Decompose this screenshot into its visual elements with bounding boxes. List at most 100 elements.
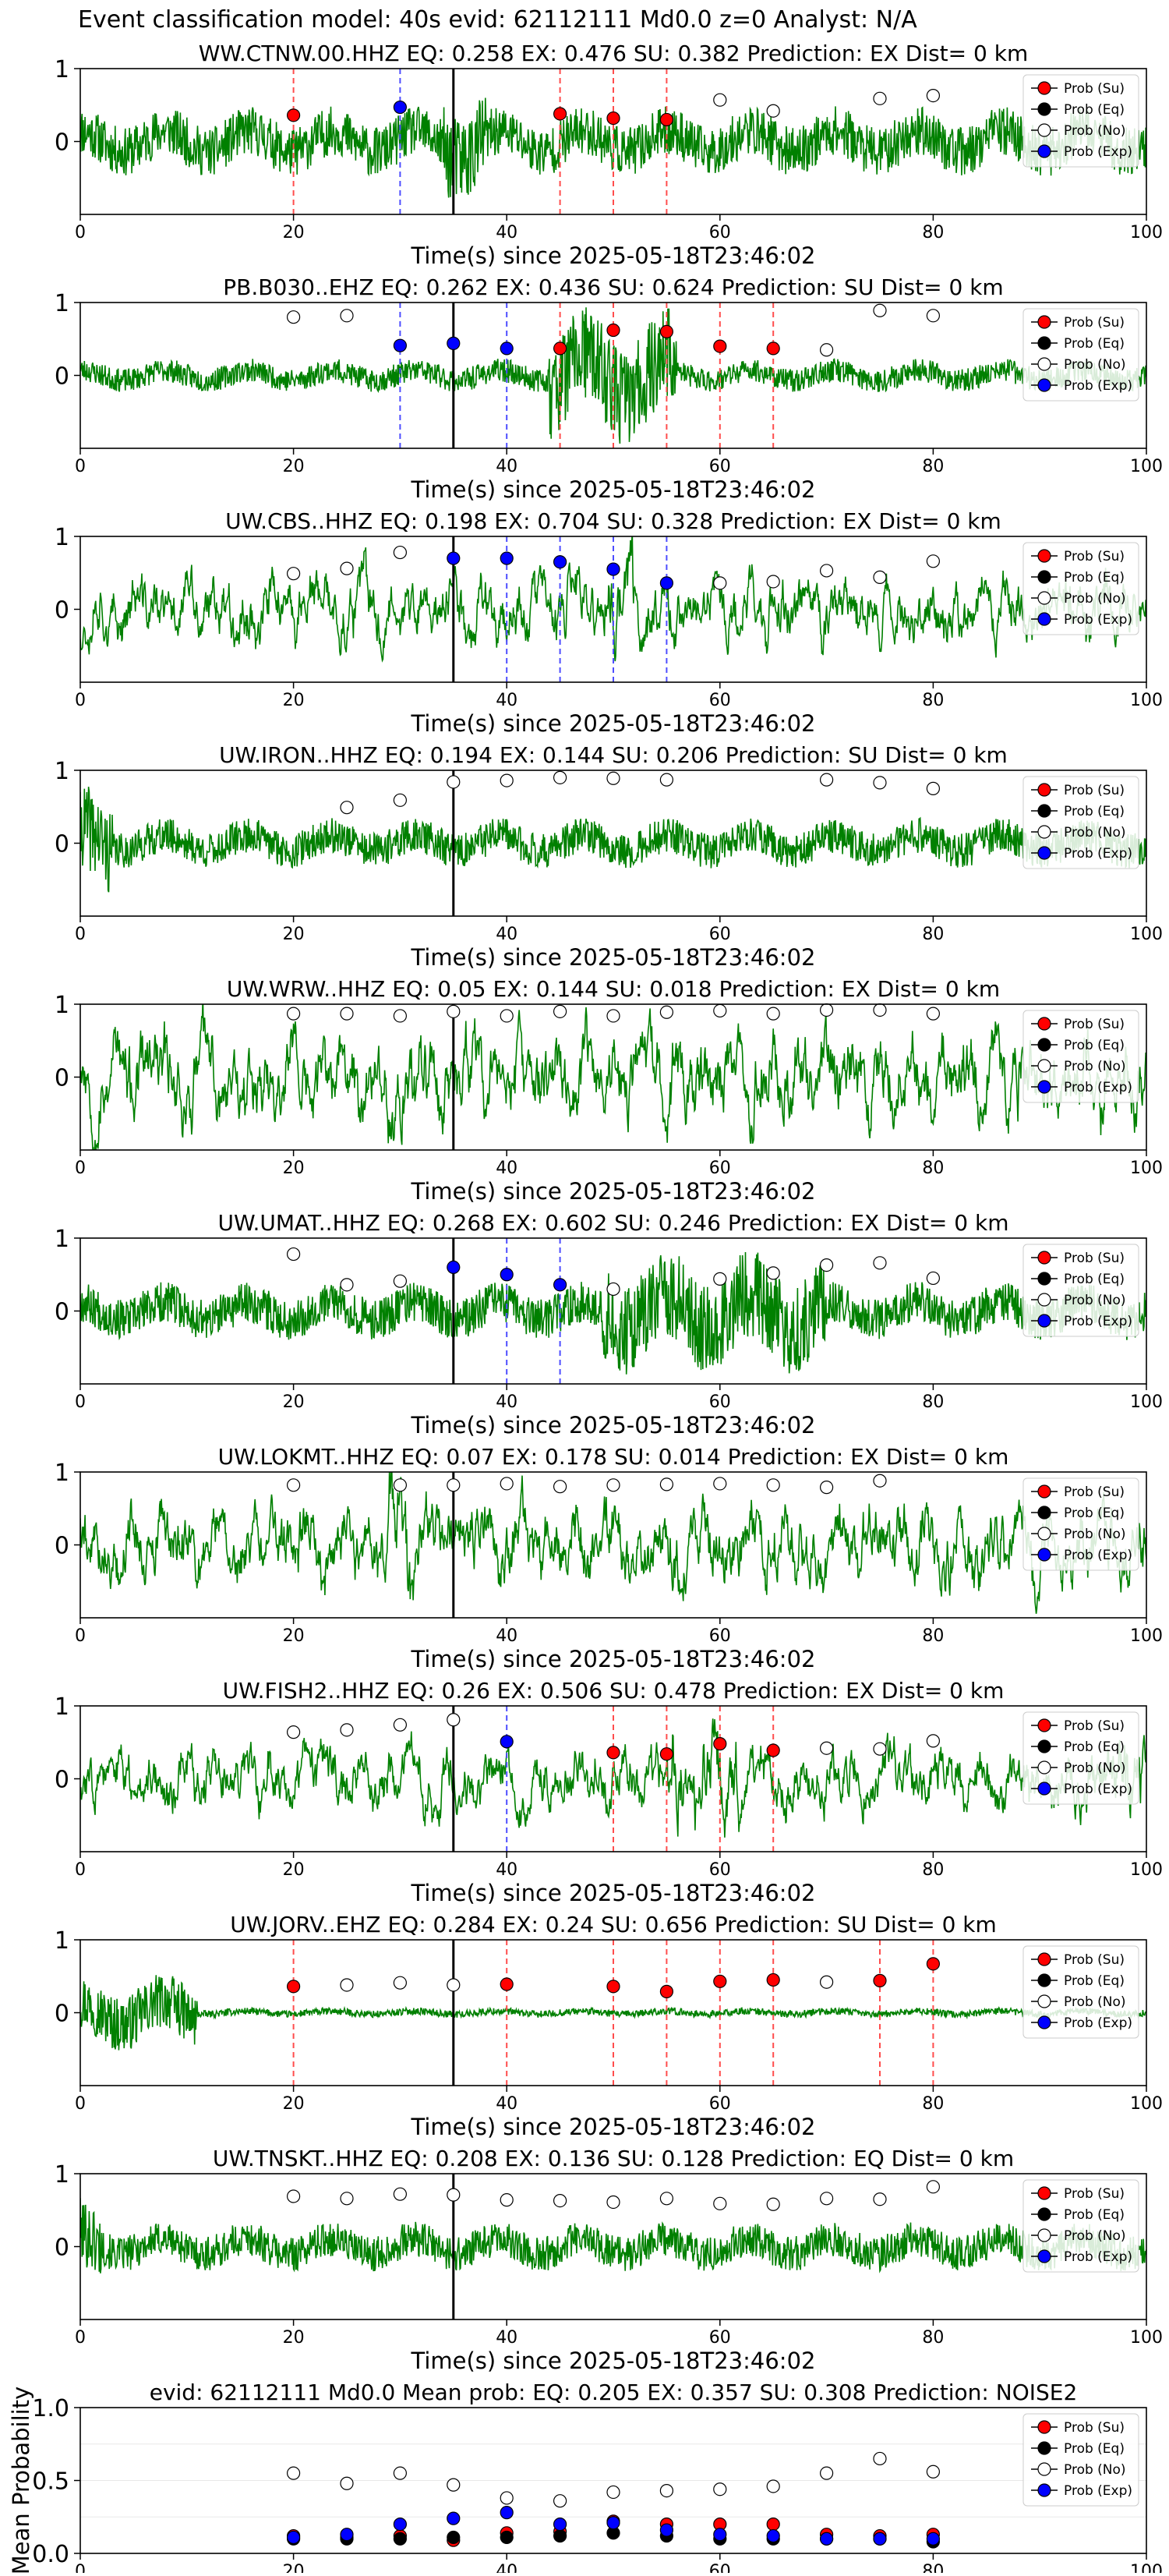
y-tick-label: 0 [55,2235,69,2262]
legend-marker [1037,2186,1051,2200]
legend-label: Prob (Eq) [1064,1973,1125,1989]
y-tick-label: 1.0 [32,2395,69,2422]
prob-point [447,1978,461,1992]
prob-point [500,1268,514,1282]
plot-area [80,303,1146,448]
legend: Prob (Su) Prob (Eq) Prob (No) Prob (Exp) [1022,2179,1139,2273]
legend-label: Prob (Eq) [1064,2207,1125,2223]
legend: Prob (Su) Prob (Eq) Prob (No) Prob (Exp) [1022,1244,1139,1337]
x-tick-label: 0 [75,1860,86,1880]
x-tick-label: 100 [1130,1860,1163,1880]
y-axis-label: Mean Probability [8,2387,34,2573]
x-tick-label: 0 [75,2328,86,2348]
prob-point [553,1480,567,1494]
prob-point [553,107,567,121]
legend-label: Prob (Su) [1064,549,1125,564]
y-tick-label: 0 [55,1299,69,1326]
x-tick-label: 100 [1130,2562,1163,2573]
x-tick-label: 60 [709,1159,731,1178]
prob-point [340,309,354,323]
legend-label: Prob (Su) [1064,783,1125,798]
prob-point [606,1009,620,1023]
legend-label: Prob (Eq) [1064,804,1125,819]
x-tick-label: 80 [922,1860,944,1880]
legend-marker [1037,1484,1051,1499]
legend-label: Prob (No) [1064,357,1126,373]
legend-marker [1037,1080,1051,1094]
legend-box [1022,776,1139,869]
x-tick-label: 0 [75,691,86,710]
y-tick-label: 0.5 [32,2468,69,2496]
prob-point [606,2195,620,2210]
prob-point [606,2516,620,2530]
legend-marker [1037,1952,1051,1966]
prob-point [819,564,834,578]
prob-point [287,310,301,324]
prob-point [659,1984,674,1998]
prob-point [819,773,834,787]
prob-point [926,88,941,103]
prob-point [287,1980,301,1994]
legend-marker [1037,1548,1051,1562]
legend-label: Prob (Exp) [1064,2483,1132,2499]
prob-point [393,1009,408,1023]
prob-point [340,801,354,815]
y-tick-label: 0 [55,831,69,858]
legend-marker [1037,1017,1051,1031]
prob-point [447,1004,461,1018]
prob-point [819,2466,834,2480]
x-tick-label: 0 [75,1159,86,1178]
legend-label: Prob (Su) [1064,1017,1125,1032]
waveform-trace [80,1975,1146,2051]
legend-box [1022,2179,1139,2273]
subplot-title: UW.WRW..HHZ EQ: 0.05 EX: 0.144 SU: 0.018… [227,976,1000,1002]
subplot-1: WW.CTNW.00.HHZ EQ: 0.258 EX: 0.476 SU: 0… [55,41,1163,269]
prob-point [553,1278,567,1292]
legend-label: Prob (Eq) [1064,1038,1125,1053]
prob-point [553,1004,567,1018]
prob-point [447,2478,461,2492]
x-tick-label: 100 [1130,1159,1163,1178]
prob-point [287,1247,301,1261]
y-tick-label: 0.0 [32,2541,69,2568]
legend-label: Prob (Exp) [1064,846,1132,862]
legend-label: Prob (Eq) [1064,102,1125,118]
legend-marker [1037,612,1051,626]
prob-point [340,1723,354,1737]
prob-point [659,2192,674,2206]
prob-point [606,111,620,126]
legend: Prob (Su) Prob (Eq) Prob (No) Prob (Exp) [1022,1711,1139,1805]
x-tick-label: 60 [709,691,731,710]
x-tick-label: 60 [709,1860,731,1880]
legend-marker [1037,2228,1051,2242]
legend-label: Prob (Eq) [1064,1272,1125,1287]
prob-point [873,776,887,790]
legend-marker [1037,315,1051,329]
prob-point [713,1974,727,1988]
prob-point [287,567,301,581]
x-tick-label: 40 [496,2094,517,2114]
prob-point [926,1271,941,1286]
prob-point [659,1747,674,1761]
subplot-title: UW.TNSKT..HHZ EQ: 0.208 EX: 0.136 SU: 0.… [213,2146,1014,2171]
subplot-title: UW.FISH2..HHZ EQ: 0.26 EX: 0.506 SU: 0.4… [223,1678,1005,1704]
prob-point [340,2476,354,2490]
legend-label: Prob (Su) [1064,1484,1125,1500]
legend-label: Prob (No) [1064,2228,1126,2244]
y-tick-label: 1 [55,1693,69,1721]
y-tick-label: 1 [55,992,69,1019]
legend-box [1022,1010,1139,1103]
legend-label: Prob (Exp) [1064,144,1132,160]
y-tick-label: 0 [55,1533,69,1560]
plot-area [80,1238,1146,1384]
y-tick-label: 1 [55,2161,69,2189]
subplot-title: PB.B030..EHZ EQ: 0.262 EX: 0.436 SU: 0.6… [223,274,1003,300]
legend-label: Prob (No) [1064,591,1126,607]
prob-point [819,1258,834,1272]
y-tick-label: 0 [55,1065,69,1092]
y-tick-label: 1 [55,290,69,317]
prob-point [766,2197,780,2211]
x-tick-label: 40 [496,2562,517,2573]
legend-marker [1037,549,1051,563]
x-tick-label: 80 [922,2094,944,2114]
